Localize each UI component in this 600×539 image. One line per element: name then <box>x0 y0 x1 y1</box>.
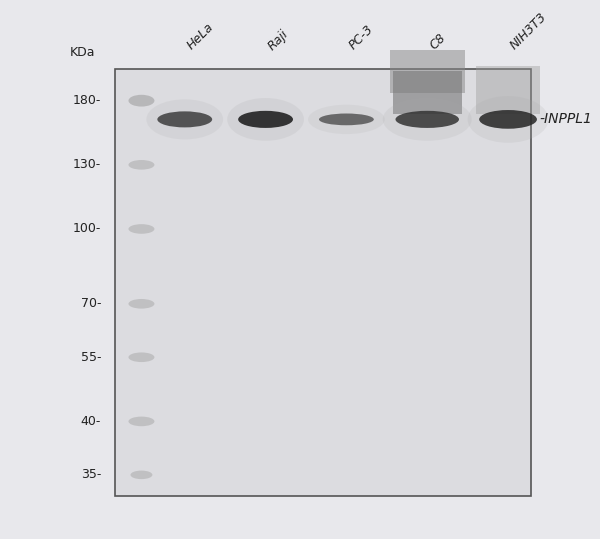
Ellipse shape <box>128 417 154 426</box>
Text: PC-3: PC-3 <box>346 23 376 53</box>
Text: 70-: 70- <box>80 298 101 310</box>
Ellipse shape <box>146 99 223 140</box>
Text: HeLa: HeLa <box>185 21 217 53</box>
Ellipse shape <box>227 98 304 141</box>
Ellipse shape <box>238 111 293 128</box>
Text: 35-: 35- <box>80 468 101 481</box>
Ellipse shape <box>383 98 472 141</box>
Ellipse shape <box>467 96 548 143</box>
Ellipse shape <box>308 105 385 134</box>
Ellipse shape <box>157 112 212 127</box>
Text: 100-: 100- <box>73 223 101 236</box>
Text: NIH3T3: NIH3T3 <box>508 11 550 53</box>
Text: -INPPL1: -INPPL1 <box>540 113 593 126</box>
Bar <box>390 50 465 93</box>
Ellipse shape <box>130 471 152 479</box>
Text: 55-: 55- <box>80 351 101 364</box>
Ellipse shape <box>128 224 154 234</box>
Text: 40-: 40- <box>80 415 101 428</box>
Text: 180-: 180- <box>73 94 101 107</box>
FancyBboxPatch shape <box>115 68 531 496</box>
Ellipse shape <box>128 160 154 170</box>
Text: Raji: Raji <box>266 27 291 53</box>
Text: KDa: KDa <box>70 46 95 59</box>
Ellipse shape <box>395 111 459 128</box>
Ellipse shape <box>479 110 537 129</box>
Ellipse shape <box>319 114 374 125</box>
Ellipse shape <box>128 299 154 309</box>
Ellipse shape <box>128 353 154 362</box>
Text: 130-: 130- <box>73 158 101 171</box>
Ellipse shape <box>128 95 154 107</box>
Bar <box>476 66 540 114</box>
Bar <box>392 71 462 114</box>
Text: C8: C8 <box>427 31 448 53</box>
